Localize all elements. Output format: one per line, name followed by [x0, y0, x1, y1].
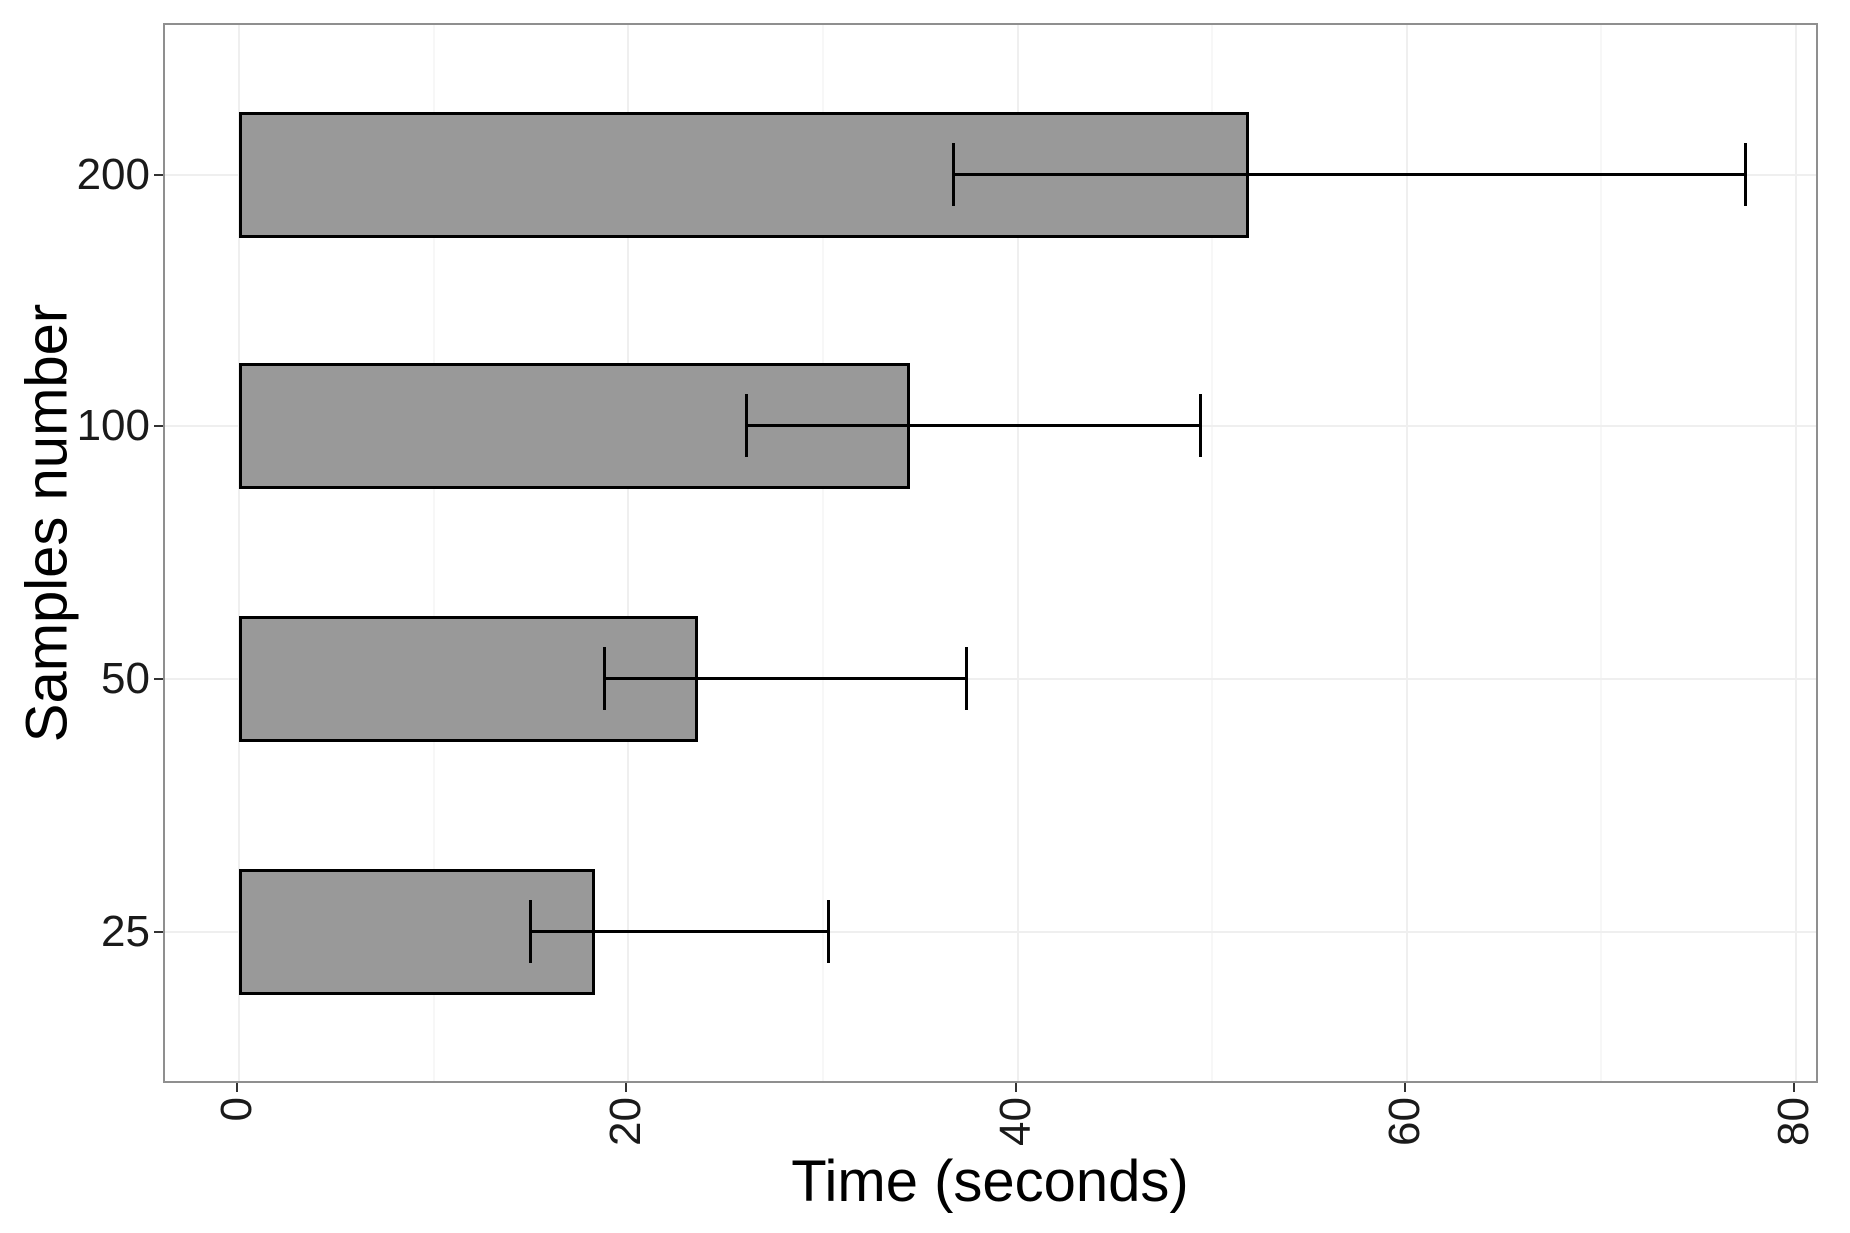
x-axis-tick-80: [1793, 1083, 1795, 1092]
errorbar-cap-low-samples-25: [529, 900, 533, 963]
y-axis-tick-200: [154, 173, 163, 176]
errorbar-cap-low-samples-100: [745, 394, 749, 457]
y-major-gridline: [165, 677, 1816, 680]
errorbar-line-samples-50: [604, 677, 967, 680]
errorbar-cap-high-samples-100: [1198, 394, 1202, 457]
x-axis-tick-label-box-60: 60: [1375, 1097, 1435, 1227]
errorbar-line-samples-25: [530, 930, 829, 933]
y-axis-tick-label-25: 25: [101, 906, 150, 956]
x-axis-tick-60: [1403, 1083, 1406, 1092]
x-major-gridline: [238, 25, 240, 1081]
x-axis-tick-label-box-0: 0: [207, 1097, 267, 1227]
x-axis-tick-label-20: 20: [601, 1097, 651, 1146]
x-major-gridline: [1795, 25, 1797, 1081]
y-axis-title: Samples number: [14, 303, 80, 743]
x-major-gridline: [1016, 25, 1019, 1081]
x-major-gridline: [1405, 25, 1408, 1081]
x-major-gridline: [627, 25, 630, 1081]
y-axis-tick-100: [154, 424, 163, 427]
y-axis-tick-label-50: 50: [101, 653, 150, 703]
y-major-gridline: [165, 930, 1816, 933]
x-axis-tick-40: [1014, 1083, 1017, 1092]
x-axis-tick-label-80: 80: [1769, 1097, 1818, 1146]
plot-panel: [163, 23, 1818, 1083]
x-axis-tick-label-60: 60: [1379, 1097, 1429, 1146]
errorbar-cap-high-samples-200: [1743, 143, 1747, 206]
x-minor-gridline: [1211, 25, 1214, 1081]
x-axis-tick-0: [236, 1083, 238, 1092]
errorbar-cap-high-samples-25: [827, 900, 831, 963]
x-minor-gridline: [821, 25, 824, 1081]
x-axis-tick-label-box-80: 80: [1764, 1097, 1824, 1227]
y-axis-tick-50: [154, 677, 163, 680]
x-axis-tick-label-40: 40: [990, 1097, 1040, 1146]
y-axis-tick-label-200: 200: [76, 149, 150, 199]
x-minor-gridline: [1600, 25, 1603, 1081]
x-axis-tick-label-0: 0: [212, 1097, 261, 1122]
x-axis-title: Time (seconds): [791, 1149, 1189, 1214]
x-axis-tick-label-box-20: 20: [596, 1097, 656, 1227]
x-minor-gridline: [432, 25, 435, 1081]
x-axis-tick-20: [625, 1083, 628, 1092]
y-axis-tick-label-100: 100: [76, 400, 150, 450]
errorbar-cap-low-samples-200: [951, 143, 955, 206]
errorbar-line-samples-200: [953, 173, 1746, 176]
errorbar-line-samples-100: [746, 424, 1201, 427]
errorbar-cap-high-samples-50: [965, 647, 969, 710]
errorbar-cap-low-samples-50: [603, 647, 607, 710]
y-axis-tick-25: [154, 930, 163, 933]
